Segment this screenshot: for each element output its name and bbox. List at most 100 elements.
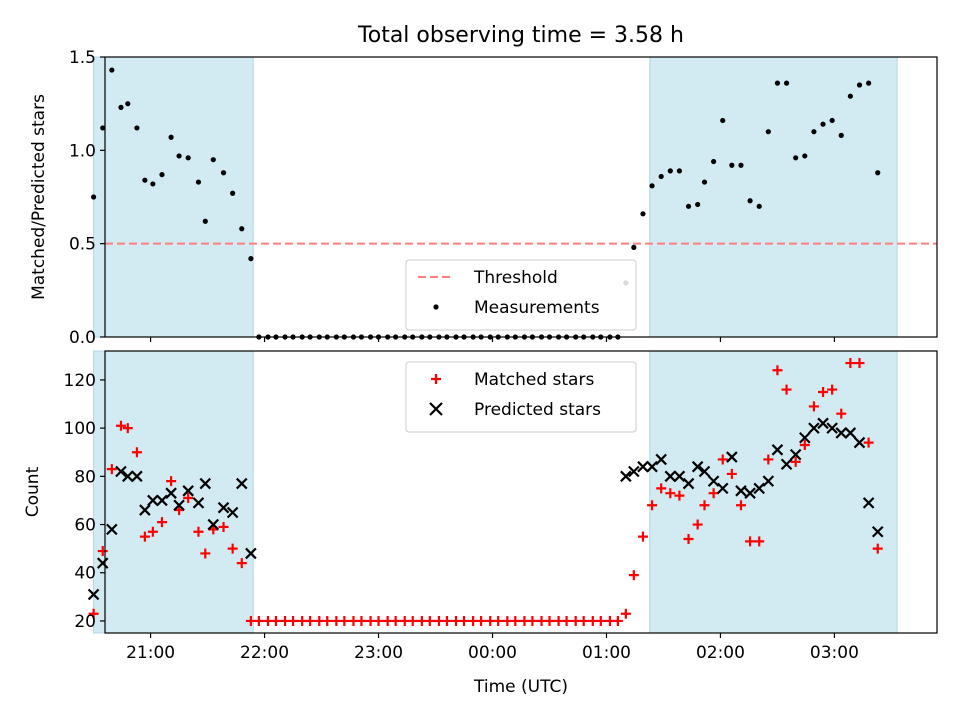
measurement-point <box>640 211 646 217</box>
predicted-star-point <box>726 451 738 463</box>
legend-label: Measurements <box>474 298 600 318</box>
matched-star-point <box>88 608 99 619</box>
measurement-point <box>765 129 771 135</box>
predicted-star-point <box>115 465 127 478</box>
measurement-point <box>829 117 835 124</box>
shaded-interval <box>649 350 898 634</box>
matched-star-point <box>628 570 639 581</box>
predicted-star-point <box>853 436 866 449</box>
predicted-star-point <box>707 475 720 487</box>
x-tick-label: 23:00 <box>354 643 403 663</box>
chart-title: Total observing time = 3.58 h <box>357 23 684 48</box>
measurement-point <box>667 168 673 174</box>
matched-star-point <box>424 615 435 626</box>
y-tick-label: 60 <box>74 516 96 536</box>
matched-star-point <box>183 493 194 504</box>
measurement-point <box>118 104 124 110</box>
matched-star-point <box>288 615 299 626</box>
matched-star-point <box>527 615 538 626</box>
matched-star-point <box>166 476 177 487</box>
predicted-star-point <box>628 465 640 478</box>
x-tick-label: 02:00 <box>696 643 745 663</box>
x-tick-label: 01:00 <box>582 643 631 663</box>
matched-star-point <box>808 401 819 412</box>
measurement-point <box>875 170 881 176</box>
matched-star-point <box>863 437 874 448</box>
x-tick-label: 03:00 <box>810 643 859 663</box>
matched-star-point <box>227 543 238 554</box>
measurement-point <box>185 155 191 161</box>
matched-star-point <box>122 423 133 434</box>
matched-star-point <box>510 615 521 626</box>
measurement-point <box>248 256 254 262</box>
shaded-interval <box>93 56 254 338</box>
predicted-star-point <box>655 453 667 466</box>
predicted-star-point <box>87 588 100 601</box>
measurement-point <box>658 173 664 180</box>
matched-star-point <box>476 615 487 626</box>
matched-star-point <box>827 384 838 395</box>
measurement-point <box>711 158 717 165</box>
matched-star-point <box>692 519 703 530</box>
count-panel-frame <box>104 350 938 634</box>
y-tick-label: 0.0 <box>69 328 96 348</box>
predicted-star-point <box>147 494 159 507</box>
matched-star-point <box>717 454 728 465</box>
measurement-point <box>159 172 165 178</box>
predicted-star-point <box>122 470 134 483</box>
matched-star-point <box>754 536 765 547</box>
y-tick-label: 80 <box>74 467 96 487</box>
measurement-point <box>150 181 156 187</box>
matched-star-point <box>115 420 126 431</box>
predicted-star-point <box>207 518 220 531</box>
measurement-point <box>811 129 817 135</box>
matched-star-point <box>637 531 648 542</box>
y-tick-label: 0.5 <box>69 235 96 255</box>
measurement-point <box>202 218 208 224</box>
ratio-ylabel: Matched/Predicted stars <box>29 94 49 300</box>
legend-label: Predicted stars <box>474 400 601 420</box>
x-tick-label: 21:00 <box>126 643 175 663</box>
matched-star-point <box>620 608 631 619</box>
measurement-point <box>783 80 790 86</box>
predicted-star-point <box>799 431 811 444</box>
measurement-point <box>125 101 131 107</box>
predicted-star-point <box>762 475 775 487</box>
matched-star-point <box>647 500 658 511</box>
predicted-star-point <box>192 497 205 509</box>
matched-star-point <box>156 517 167 528</box>
y-tick-label: 20 <box>74 612 96 632</box>
predicted-star-point <box>753 482 765 495</box>
matched-star-point <box>493 615 504 626</box>
predicted-star-point <box>131 470 143 483</box>
predicted-star-point <box>716 482 729 495</box>
measurement-point <box>685 203 692 209</box>
measurement-point <box>631 244 637 250</box>
matched-star-point <box>699 500 710 511</box>
legend-measurement-swatch <box>433 304 439 310</box>
predicted-star-point <box>826 422 838 434</box>
measurement-point <box>230 190 236 196</box>
ratio-panel-frame <box>104 56 938 338</box>
matched-star-point <box>270 615 281 626</box>
matched-star-point <box>106 464 117 475</box>
predicted-star-point <box>173 499 185 512</box>
legend-matched-swatch <box>431 374 441 384</box>
measurement-point <box>220 170 227 176</box>
predicted-star-point <box>245 547 257 560</box>
matched-star-point <box>218 521 229 532</box>
count-xlabel: Time (UTC) <box>473 677 568 697</box>
predicted-star-point <box>217 501 230 514</box>
measurement-point <box>847 93 853 99</box>
matched-star-point <box>356 615 367 626</box>
matched-star-point <box>674 490 685 501</box>
matched-star-point <box>339 615 350 626</box>
predicted-star-point <box>817 417 829 430</box>
matched-star-point <box>561 615 572 626</box>
measurement-point <box>820 121 826 127</box>
matched-star-point <box>854 358 865 369</box>
matched-star-point <box>683 534 694 544</box>
matched-star-point <box>193 526 204 537</box>
matched-star-point <box>790 456 801 467</box>
legend-label: Matched stars <box>474 370 594 390</box>
